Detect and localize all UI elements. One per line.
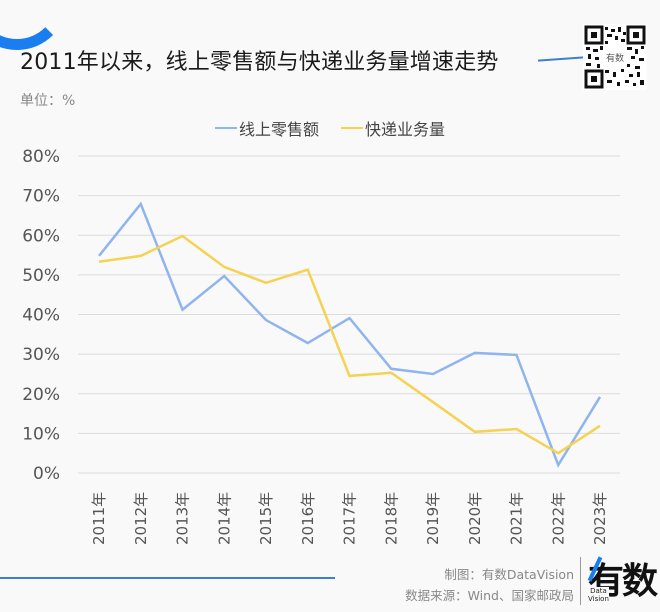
x-tick-label: 2021年 [508,492,526,545]
svg-text:有数: 有数 [606,52,624,64]
y-tick-label: 80% [22,147,60,167]
x-tick-label: 2018年 [382,492,400,545]
x-tick-label: 2012年 [132,492,150,545]
y-tick-label: 70% [22,187,60,207]
chart-title: 2011年以来，线上零售额与快递业务量增速走势 [20,50,499,75]
y-tick-label: 20% [22,385,60,405]
y-tick-label: 0% [33,464,60,484]
credit-line: 制图：有数DataVision [444,567,574,582]
y-tick-label: 50% [22,266,60,286]
x-tick-label: 2015年 [257,492,275,545]
brand-logo: 有数 Data Vision [587,552,658,608]
y-tick-label: 30% [22,345,60,365]
y-axis-labels: 0% 10% 20% 30% 40% 50% 60% 70% 80% [22,147,60,484]
series-line [98,234,601,455]
legend-swatch-blue [214,127,237,129]
decorative-arc [0,0,68,50]
footer-divider-line [0,577,335,579]
legend-item-online-retail: 线上零售额 [214,116,319,140]
x-tick-label: 2013年 [174,492,192,545]
line-chart: 0%10%20%30%40%50%60%70%80% 2011年 2012年 201… [22,147,620,545]
x-axis-labels: 2011年 2012年 2013年 2014年 2015年 2016年 2017年 2018年… [90,492,609,545]
y-tick-label: 60% [22,226,60,246]
legend-swatch-yellow [341,127,363,129]
x-tick-label: 2017年 [341,492,359,545]
logo-subtext: Data Vision [588,587,609,603]
qr-code-icon: 有数 [583,24,647,90]
credits: 制图：有数DataVision 数据来源：Wind、国家邮政局 [405,564,574,606]
chart-legend: 线上零售额 快递业务量 [0,116,660,140]
series-line [98,201,602,468]
legend-item-express-volume: 快递业务量 [341,116,445,140]
gridlines [78,155,620,474]
x-tick-label: 2014年 [215,492,233,545]
y-tick-label: 10% [22,424,60,444]
x-tick-label: 2020年 [466,492,484,545]
series-lines [98,201,602,468]
logo-divider [580,557,581,605]
x-tick-label: 2023年 [591,492,609,545]
x-tick-label: 2019年 [424,492,442,545]
x-tick-label: 2022年 [549,492,567,545]
legend-label: 快递业务量 [365,120,446,139]
source-line: 数据来源：Wind、国家邮政局 [405,588,574,603]
x-tick-label: 2011年 [90,492,108,545]
y-tick-label: 40% [22,306,60,326]
x-tick-label: 2016年 [299,492,317,545]
unit-label: 单位：% [20,93,76,109]
legend-label: 线上零售额 [238,120,319,139]
